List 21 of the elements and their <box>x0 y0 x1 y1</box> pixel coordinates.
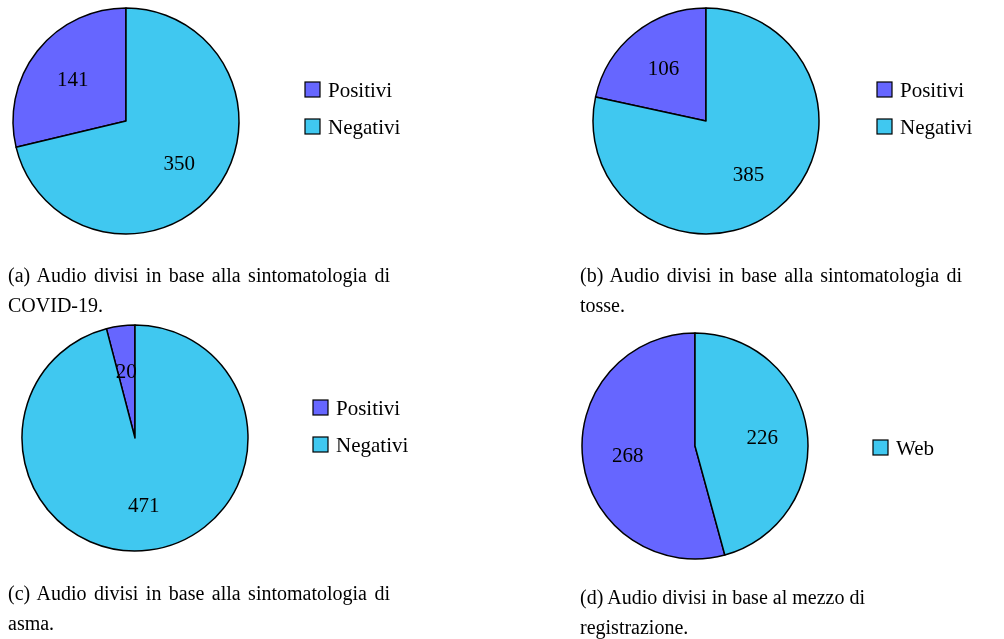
text: (c) Audio divisi in base alla sintomatologia di asma. <box>8 581 390 636</box>
data-label: 385 <box>732 161 765 186</box>
data-label: 141 <box>57 66 89 91</box>
legend-label: Positivi <box>336 396 401 420</box>
legend-label: Negativi <box>336 433 409 457</box>
data-label: 471 <box>127 493 160 518</box>
data-label: 268 <box>612 443 644 468</box>
legend-label: Web <box>896 436 934 460</box>
data-label: 226 <box>746 424 778 449</box>
legend-label: Negativi <box>900 115 973 139</box>
legend-label: Positivi <box>900 78 965 102</box>
legend-label: Negativi <box>328 115 401 139</box>
data-label: 106 <box>647 56 680 81</box>
pie-slice <box>592 7 820 235</box>
text: (a) Audio divisi in base alla sintomatologia di COVID-19. <box>8 263 390 318</box>
pie-slice <box>21 324 249 552</box>
text: (d) Audio divisi in base al mezzo di registrazione. <box>580 585 866 639</box>
data-label: 350 <box>163 151 195 176</box>
legend-label: Positivi <box>328 78 393 102</box>
pie-slice <box>15 7 240 235</box>
text: (b) Audio divisi in base alla sintomatologia di tosse. <box>580 263 962 318</box>
